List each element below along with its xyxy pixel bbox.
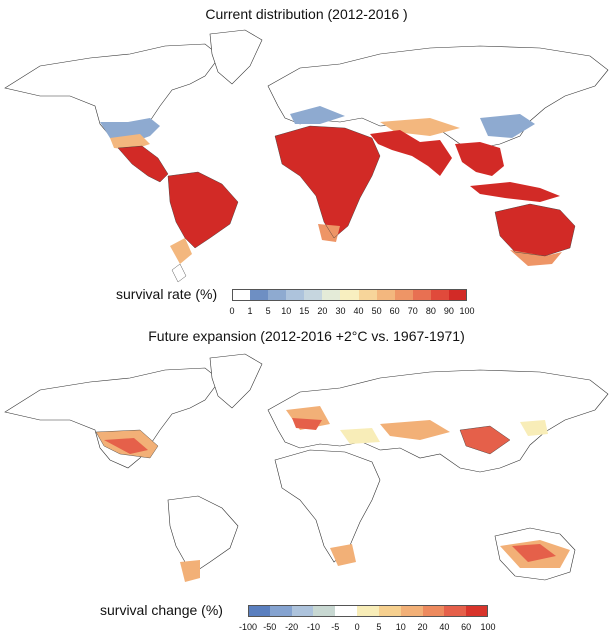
legend-swatch [400,605,424,617]
legend-swatch [313,605,336,617]
legend-tick-label: 70 [407,306,418,316]
legend-tick-label: 5 [265,306,271,316]
legend-tick-label: 1 [247,306,253,316]
legend-tick-label: 15 [299,306,310,316]
legend-swatch [248,605,271,617]
legend-tick-label: -5 [331,622,340,632]
legend-swatch [269,605,293,617]
legend-swatch [340,289,360,301]
expansion-strong [104,418,556,562]
legend-swatch [448,289,468,301]
legend-swatch [232,289,251,301]
legend-survival-change: survival change (%) -100 -50 -20 -10 -5 0 5 10 2… [0,600,613,640]
legend-tick-label: -100 [238,622,258,632]
legend-tick-label: 0 [354,622,360,632]
legend-swatch [394,289,414,301]
legend-swatch [335,605,358,617]
legend-tick-label: 60 [389,306,400,316]
legend-tick-label: 20 [317,306,328,316]
legend-label: survival change (%) [100,602,223,618]
legend-label: survival rate (%) [116,286,218,302]
legend-tick-label: 10 [281,306,292,316]
world-map-future-expansion [4,353,609,582]
legend-swatch [412,289,432,301]
legend-swatch [250,289,269,301]
legend-swatch [304,289,323,301]
legend-tick-label: -50 [263,622,277,632]
legend-tick-label: 100 [459,306,475,316]
legend-swatch [430,289,450,301]
legend-swatch [286,289,305,301]
legend-tick-label: 20 [417,622,428,632]
world-map-current-distribution [4,29,609,283]
panel-title-future: Future expansion (2012-2016 +2°C vs. 196… [148,328,465,344]
legend-tick-label: 80 [425,306,436,316]
panel-title-current: Current distribution (2012-2016 ) [205,6,408,22]
legend-tick-label: 5 [376,622,382,632]
legend-swatch [268,289,287,301]
legend-tick-label: 30 [335,306,346,316]
legend-swatch [444,605,467,617]
legend-tick-label: 0 [229,306,235,316]
legend-swatch [378,605,402,617]
legend-tick-label: 100 [480,622,496,632]
legend-swatch [376,289,396,301]
legend-swatch [291,605,314,617]
legend-swatch [422,605,445,617]
legend-tick-label: 40 [439,622,450,632]
legend-tick-label: 50 [371,306,382,316]
legend-swatch [466,605,489,617]
legend-tick-label: 10 [395,622,406,632]
high-survival-regions [118,126,575,256]
legend-tick-label: 60 [461,622,472,632]
legend-tick-label: 40 [353,306,364,316]
legend-tick-label: 90 [443,306,454,316]
legend-swatch [358,289,378,301]
legend-swatch [357,605,380,617]
legend-tick-label: -20 [285,622,299,632]
legend-swatch [322,289,341,301]
country-borders [117,125,576,283]
land-outline [4,353,609,581]
expansion-slight [340,420,548,444]
legend-tick-label: -10 [306,622,320,632]
legend-survival-rate: survival rate (%) 0 1 5 10 15 20 30 40 50 60 70 80 9… [0,284,613,324]
country-borders [95,425,511,459]
